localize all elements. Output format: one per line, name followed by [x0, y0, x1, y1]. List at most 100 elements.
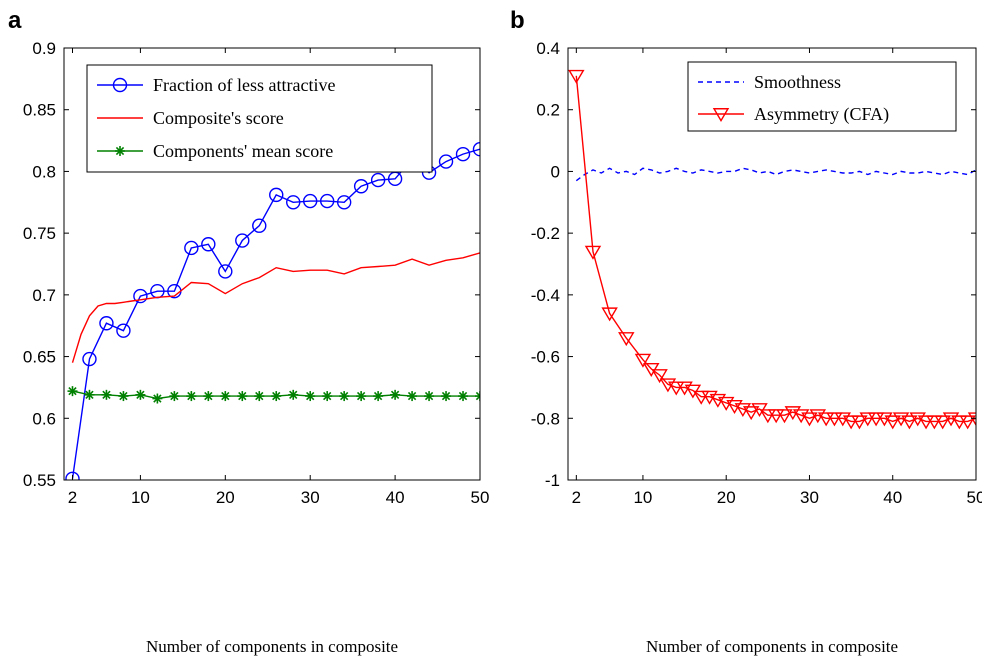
panel-b-series-asymmetry-cfa-point	[668, 381, 685, 396]
panel-a-series-fraction-of-less-attractive-point	[133, 288, 148, 304]
panel-a-series-fraction-of-less-attractive-point	[319, 193, 335, 209]
panel-a-series-fraction-of-less-attractive-point	[252, 218, 267, 233]
panel-a-series-fraction-of-less-attractive-point	[116, 323, 131, 338]
panel-a-series-components-mean-score-point	[169, 391, 180, 402]
panel-a-series-components-mean-score-point	[271, 391, 282, 402]
panel-a-series-components-mean-score-point	[390, 389, 401, 400]
panel-a-series-fraction-of-less-attractive-point	[370, 172, 386, 188]
panel-a-series-components-mean-score-point	[135, 389, 146, 400]
panel-a-x-tick-label: 30	[301, 488, 320, 507]
panel-a-series-fraction-of-less-attractive-point	[99, 316, 114, 331]
panel-a-series-fraction-of-less-attractive-point	[336, 195, 352, 210]
panel-b-series-asymmetry-cfa-point	[951, 415, 968, 430]
panel-b-series-asymmetry-cfa-point	[651, 369, 668, 384]
panel-b-series-asymmetry-cfa-point	[884, 415, 901, 430]
panel-a-y-tick-label: 0.7	[32, 286, 56, 305]
panel-b-series-asymmetry-cfa-point	[584, 245, 602, 260]
panel-a-legend-fraction-of-less-attractive-marker	[112, 77, 128, 93]
panel-b-x-tick-label: 2	[572, 488, 581, 507]
panel-a-legend: Fraction of less attractive Composite's s…	[86, 64, 433, 173]
panel-b-legend: Smoothness Asymmetry (CFA)	[687, 61, 957, 132]
panel-a-x-tick-label: 20	[216, 488, 235, 507]
panel-a-series-components-mean-score-point	[203, 391, 214, 402]
panel-a-chart: a 2 10 20 30 40 50 0.55 0.6 0.65 0.7 0.75 0.8 0.85 0.…	[8, 7, 489, 656]
panel-a-series-components-mean-score-point	[322, 391, 333, 402]
panel-b-y-tick-label: -1	[545, 471, 560, 490]
panel-b-series-asymmetry-cfa-point	[776, 409, 793, 424]
panel-a-legend-box	[86, 64, 433, 173]
panel-b-series-asymmetry-cfa-point	[767, 409, 785, 424]
panel-a-series-components-mean-score-point	[186, 391, 197, 402]
panel-b-y-tick-label: -0.4	[531, 286, 560, 305]
panel-b-series-asymmetry-cfa-point	[634, 353, 652, 368]
panel-b-series-asymmetry-cfa-point	[742, 406, 760, 421]
panel-a-axes: 2 10 20 30 40 50 0.55 0.6 0.65 0.7 0.75 0.8 0.85 0.9	[23, 39, 490, 507]
panel-a-label: a	[8, 7, 22, 34]
panel-a-series-components-mean-score-point	[118, 391, 129, 402]
panel-b-series-layer	[568, 69, 976, 430]
panel-a-series-fraction-of-less-attractive-point	[184, 240, 199, 256]
panel-b-y-tick-label: 0	[551, 162, 560, 181]
panel-b-series-asymmetry-cfa-point	[759, 409, 777, 424]
panel-b-series-asymmetry-cfa-point	[851, 415, 868, 430]
panel-a-series-components-mean-score-point	[458, 391, 469, 402]
panel-a-series-fraction-of-less-attractive-point	[235, 233, 250, 248]
panel-a-series-fraction-of-less-attractive-point	[353, 179, 369, 194]
panel-b-y-tick-label: -0.2	[531, 224, 560, 243]
panel-b-series-asymmetry-cfa-point	[842, 415, 860, 430]
panel-b-x-tick-label: 10	[633, 488, 652, 507]
panel-a-series-fraction-of-less-attractive-point	[303, 193, 318, 209]
panel-b-x-tick-label: 30	[800, 488, 819, 507]
panel-b-series-asymmetry-cfa-point	[693, 390, 710, 405]
panel-a-legend-components-mean-score-marker	[115, 146, 125, 156]
panel-a-series-components-mean-score-point	[305, 391, 316, 402]
panel-a-x-tick-label: 10	[131, 488, 150, 507]
panel-b-series-asymmetry-cfa-point	[967, 412, 976, 427]
panel-b-series-asymmetry-cfa-point	[934, 415, 951, 430]
panel-a-series-components-mean-score-point	[237, 391, 248, 402]
panel-a-legend-composite-s-score-label: Composite's score	[153, 108, 284, 128]
panel-b-x-tick-label: 20	[717, 488, 736, 507]
panel-a-series-layer	[65, 142, 480, 480]
panel-a-series-components-mean-score-point	[339, 391, 350, 402]
panel-a-series-components-mean-score-point	[475, 391, 480, 402]
panel-b-legend-asymmetry-cfa-marker	[712, 108, 730, 123]
panel-a-series-fraction-of-less-attractive-point	[218, 264, 233, 279]
panel-a-series-fraction-of-less-attractive-point	[201, 237, 216, 252]
panel-b-y-tick-label: -0.8	[531, 409, 560, 428]
panel-a-legend-components-mean-score-label: Components' mean score	[153, 141, 333, 161]
panel-b-series-asymmetry-cfa-point	[618, 332, 635, 347]
panel-a-series-components-mean-score-point	[373, 391, 384, 402]
panel-a-series-fraction-of-less-attractive-point	[65, 471, 80, 480]
panel-b-series-asymmetry-cfa-point	[601, 307, 618, 322]
panel-b-y-tick-label: -0.6	[531, 348, 560, 367]
panel-a-x-axis-title: Number of components in composite	[146, 637, 398, 656]
panel-a-axes-box	[63, 47, 481, 481]
panel-b-chart: b 2 10 20 30 40 50 -1 -0.8 -0.6 -0.4 -0.2 0 0.2 0.4 S…	[510, 7, 982, 656]
panel-a-y-tick-label: 0.85	[23, 101, 56, 120]
panel-a-series-fraction-of-less-attractive-point	[286, 195, 301, 210]
panel-a-series-components-mean-score-point	[288, 389, 299, 400]
panel-b-axes-box	[567, 47, 977, 481]
panel-a-series-components-mean-score-point	[356, 391, 367, 402]
panel-b-series-asymmetry-cfa-point	[801, 412, 818, 427]
panel-a-series-fraction-of-less-attractive-point	[269, 187, 284, 203]
panel-b-axes: 2 10 20 30 40 50 -1 -0.8 -0.6 -0.4 -0.2 0 0.2 0.4	[531, 39, 982, 507]
panel-a-series-fraction-of-less-attractive-point	[82, 351, 97, 367]
panel-a-series-components-mean-score-point	[254, 391, 265, 402]
panel-a-series-components-mean-score-point	[84, 389, 95, 400]
panel-b-x-axis-title: Number of components in composite	[646, 637, 898, 656]
panel-b-legend-box	[687, 61, 957, 132]
panel-a-series-composite-s-score-line	[71, 252, 480, 363]
panel-a-x-tick-label: 40	[386, 488, 405, 507]
panel-b-series-asymmetry-cfa-point	[859, 412, 876, 427]
panel-a-y-tick-label: 0.9	[32, 39, 56, 58]
panel-a-series-fraction-of-less-attractive-point	[438, 154, 454, 169]
panel-b-series-asymmetry-cfa-point	[959, 415, 976, 430]
panel-b-x-tick-label: 40	[883, 488, 902, 507]
panel-b-series-asymmetry-cfa-point	[826, 412, 843, 427]
panel-a-y-tick-label: 0.8	[32, 162, 56, 181]
panel-a-series-components-mean-score-point	[220, 391, 231, 402]
panel-b-label: b	[510, 7, 525, 34]
